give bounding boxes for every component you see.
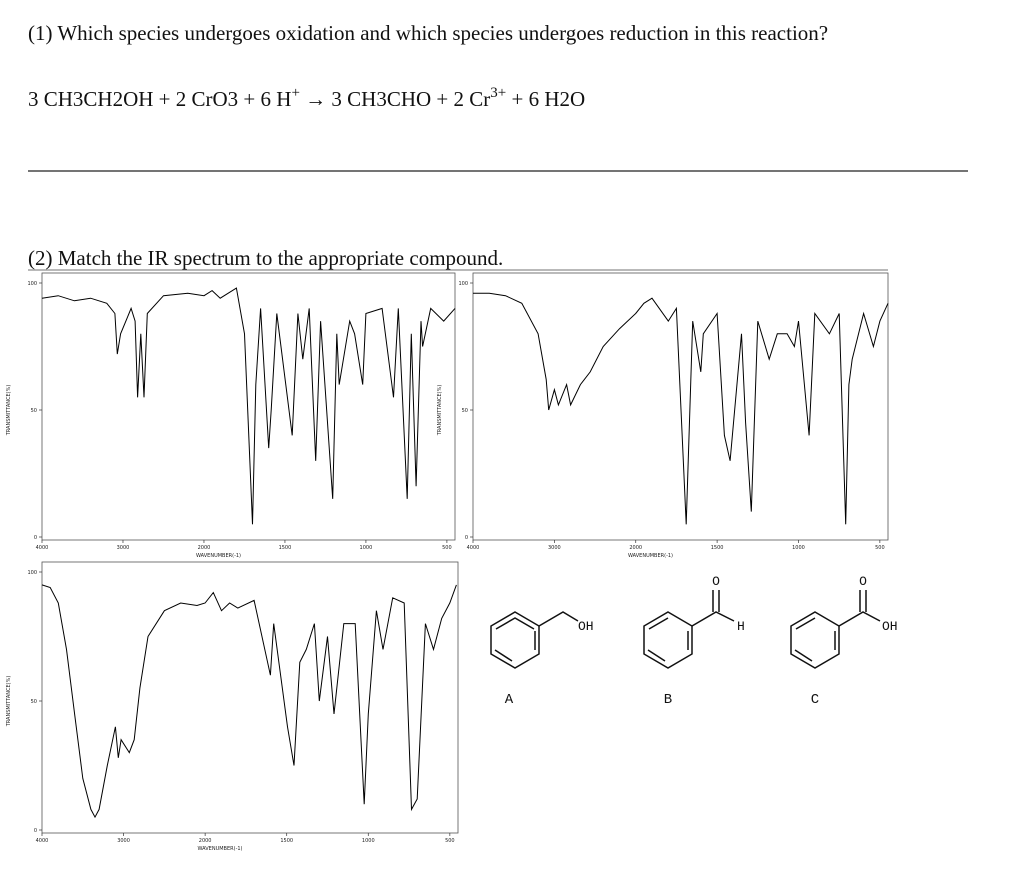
y-axis-label: TRANSMITTANCE(%) — [6, 385, 12, 437]
ring — [490, 611, 540, 669]
equation: 3 CH3CH2OH + 2 CrO3 + 6 H+ → 3 CH3CHO + … — [28, 85, 585, 111]
x-tick-label: 1500 — [280, 838, 293, 844]
x-axis-label: WAVENUMBER(-1) — [628, 553, 673, 559]
question-1: (1) Which species undergoes oxidation an… — [28, 21, 828, 45]
ring-double — [647, 649, 666, 662]
x-tick-label: 1000 — [792, 545, 805, 551]
ring-double — [794, 649, 813, 662]
equation-part: → 3 CH3CHO + 2 Cr — [300, 87, 490, 111]
y-tick-label: 50 — [31, 699, 37, 705]
y-tick-label: 50 — [31, 408, 37, 414]
y-tick-label: 0 — [34, 535, 37, 541]
x-tick-label: 3000 — [117, 838, 130, 844]
x-tick-label: 1500 — [711, 545, 724, 551]
x-tick-label: 4000 — [36, 545, 49, 551]
x-tick-label: 500 — [442, 545, 452, 551]
atom-label: O — [859, 574, 867, 589]
compound-label: B — [664, 692, 672, 708]
ring-double — [795, 617, 816, 630]
x-tick-label: 2000 — [199, 838, 212, 844]
x-tick-label: 4000 — [467, 545, 480, 551]
atom-label: OH — [578, 619, 594, 634]
ring-double — [494, 649, 513, 662]
y-tick-label: 0 — [34, 828, 37, 834]
x-tick-label: 2000 — [629, 545, 642, 551]
ring — [790, 611, 840, 669]
x-tick-label: 1500 — [279, 545, 292, 551]
x-tick-label: 500 — [445, 838, 455, 844]
plot-frame — [41, 272, 456, 541]
x-tick-label: 500 — [875, 545, 885, 551]
y-tick-label: 100 — [27, 281, 37, 287]
atom-label: OH — [882, 619, 898, 634]
spectrum-line — [473, 292, 889, 525]
bond — [538, 611, 579, 627]
compound-label: A — [505, 692, 514, 708]
atom-label: O — [712, 574, 720, 589]
x-tick-label: 2000 — [198, 545, 211, 551]
ring — [643, 611, 693, 669]
ring-double — [495, 617, 535, 630]
x-axis-label: WAVENUMBER(-1) — [196, 553, 241, 559]
y-tick-label: 50 — [462, 408, 468, 414]
x-tick-label: 3000 — [548, 545, 561, 551]
y-tick-label: 0 — [465, 535, 468, 541]
y-axis-label: TRANSMITTANCE(%) — [437, 385, 443, 437]
spectrum-line — [41, 287, 456, 525]
y-tick-label: 100 — [458, 281, 468, 287]
x-tick-label: 1000 — [362, 838, 375, 844]
ring-double — [648, 617, 669, 630]
bond — [691, 611, 735, 627]
plot-frame — [472, 272, 889, 541]
x-tick-label: 3000 — [117, 545, 130, 551]
x-tick-label: 1000 — [360, 545, 373, 551]
structures — [490, 590, 881, 669]
compound-label: C — [811, 692, 819, 708]
x-axis-label: WAVENUMBER(-1) — [197, 846, 242, 852]
y-axis-label: TRANSMITTANCE(%) — [6, 676, 12, 728]
atom-label: H — [737, 619, 745, 634]
plot-frame — [41, 561, 459, 834]
equation-sup: + — [291, 85, 299, 101]
equation-part: + 6 H2O — [506, 87, 585, 111]
bond — [838, 611, 881, 627]
y-tick-label: 100 — [27, 570, 37, 576]
x-tick-label: 4000 — [36, 838, 49, 844]
question-2: (2) Match the IR spectrum to the appropr… — [28, 246, 503, 270]
spectrum-line — [41, 584, 457, 819]
equation-part: 3 CH3CH2OH + 2 CrO3 + 6 H — [28, 87, 291, 111]
equation-sup: 3+ — [490, 85, 506, 101]
